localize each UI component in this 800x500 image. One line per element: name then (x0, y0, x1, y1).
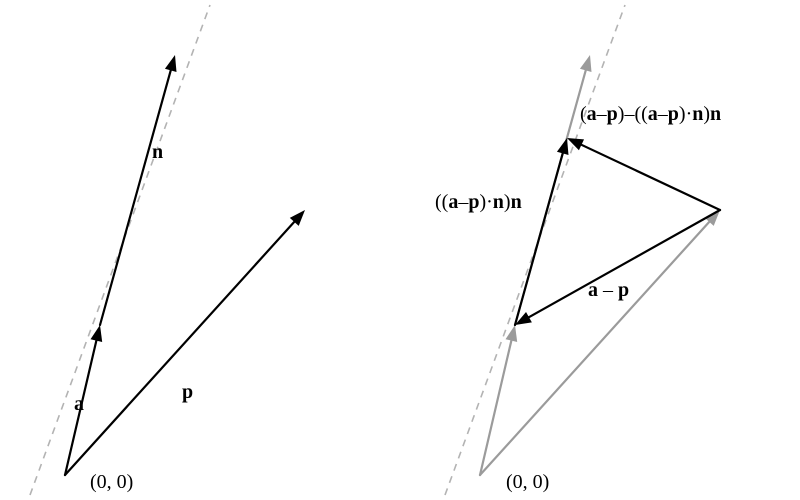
vector-p-gray (480, 222, 709, 475)
vector-a-minus-p (529, 210, 720, 317)
vector-projection-head (557, 138, 569, 155)
vector-n-gray-head (580, 55, 592, 72)
label-a-minus-p: a – p (588, 279, 629, 301)
label-rejection: (a–p)–((a–p)·n)n (580, 103, 721, 125)
label-a: a (74, 393, 84, 415)
vector-n-head (165, 55, 177, 72)
diagram-canvas: (0, 0) a n p (0, 0) a – p ((a–p)·n)n (a–p)–((a–… (0, 0, 800, 500)
vector-rejection (581, 145, 720, 210)
vector-a-head (91, 325, 103, 342)
label-n: n (152, 141, 163, 163)
vector-p (65, 222, 294, 475)
vector-projection (515, 153, 563, 325)
left-origin-label: (0, 0) (90, 471, 133, 493)
right-origin-label: (0, 0) (506, 471, 549, 493)
vector-rejection-head (567, 138, 584, 150)
vector-n (100, 70, 171, 325)
label-p: p (182, 381, 193, 403)
label-projection: ((a–p)·n)n (435, 191, 522, 213)
vector-a-gray-head (506, 325, 518, 342)
vector-a-gray (480, 341, 511, 475)
